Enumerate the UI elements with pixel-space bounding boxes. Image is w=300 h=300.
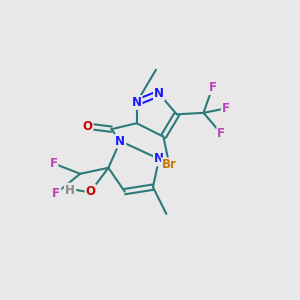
Text: F: F bbox=[50, 157, 57, 170]
Text: F: F bbox=[222, 102, 230, 115]
Text: N: N bbox=[115, 135, 125, 148]
Text: O: O bbox=[85, 185, 96, 198]
Text: N: N bbox=[154, 152, 164, 165]
Text: N: N bbox=[154, 87, 164, 100]
Text: O: O bbox=[82, 120, 93, 133]
Text: F: F bbox=[52, 187, 60, 200]
Text: N: N bbox=[132, 96, 142, 109]
Text: Br: Br bbox=[162, 158, 177, 171]
Text: H: H bbox=[65, 184, 75, 196]
Text: F: F bbox=[217, 127, 225, 140]
Text: F: F bbox=[208, 81, 216, 94]
